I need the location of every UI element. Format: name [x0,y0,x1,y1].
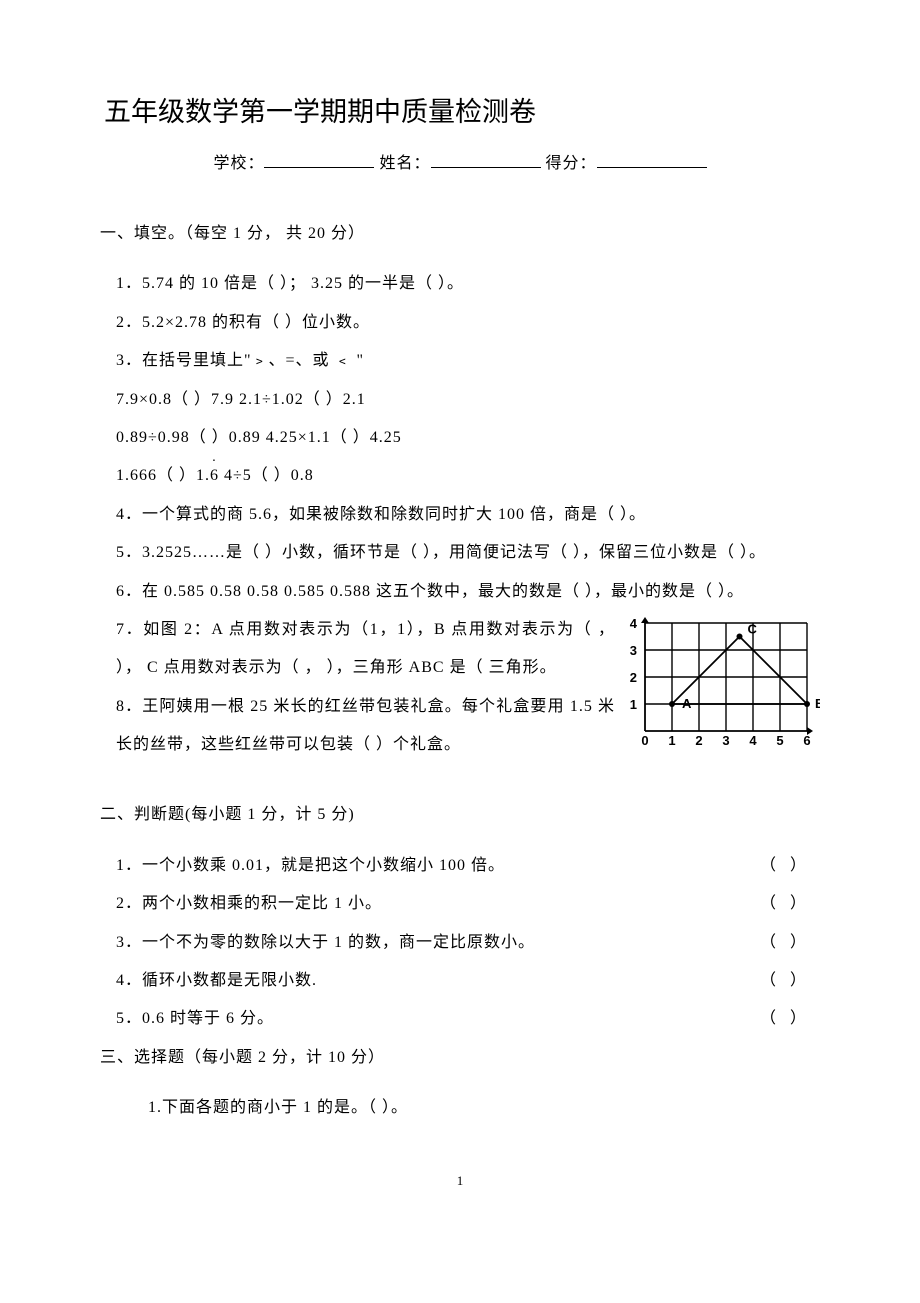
name-blank [431,150,541,168]
svg-text:5: 5 [776,733,783,748]
q1-7-wrapper: 7．如图 2：A 点用数对表示为（1，1），B 点用数对表示为（ ， ）， C … [100,611,820,765]
q2-1-text: 1．一个小数乘 0.01，就是把这个小数缩小 100 倍。 [116,847,505,885]
q2-4-paren: （） [690,962,820,1000]
q2-3-text: 3．一个不为零的数除以大于 1 的数，商一定比原数小。 [116,924,535,962]
svg-text:4: 4 [749,733,757,748]
q3-1: 1.下面各题的商小于 1 的是。（ ）。 [100,1089,820,1127]
q2-2-paren: （） [690,885,820,923]
q1-3b: 0.89÷0.98（ ）0.89 4.25×1.1（ ）4.25 [100,419,820,457]
svg-text:1: 1 [630,697,637,712]
section-2-header: 二、判断题(每小题 1 分，计 5 分) [100,796,820,834]
spacer [100,764,820,796]
q2-5-text: 5．0.6 时等于 6 分。 [116,1000,274,1038]
school-blank [264,150,374,168]
q1-4: 4．一个算式的商 5.6，如果被除数和除数同时扩大 100 倍，商是（ ）。 [100,496,820,534]
q1-3: 3．在括号里填上"﹥、=、或 ﹤ " [100,342,820,380]
q1-5: 5．3.2525……是（ ）小数，循环节是（ ），用简便记法写（ ），保留三位小… [100,534,820,572]
coordinate-figure: A B C 0 1 2 3 4 5 6 1 2 3 4 [625,611,820,756]
svg-text:3: 3 [722,733,729,748]
school-label: 学校： [213,155,264,172]
svg-text:2: 2 [630,670,637,685]
q2-3-paren: （） [690,924,820,962]
svg-text:4: 4 [630,616,638,631]
q1-6: 6．在 0.585 0.58 0.58 0.585 0.588 这五个数中，最大… [100,573,820,611]
q2-4-text: 4．循环小数都是无限小数. [116,962,317,1000]
q1-1: 1．5.74 的 10 倍是（ ）； 3.25 的一半是（ ）。 [100,265,820,303]
svg-text:6: 6 [803,733,810,748]
student-info-line: 学校： 姓名： 得分： [100,149,820,173]
coordinate-grid-svg: A B C 0 1 2 3 4 5 6 1 2 3 4 [625,611,820,751]
q2-1-paren: （） [690,847,820,885]
name-label: 姓名： [379,155,430,172]
q2-2-text: 2．两个小数相乘的积一定比 1 小。 [116,885,382,923]
svg-text:2: 2 [695,733,702,748]
q1-3a: 7.9×0.8（ ）7.9 2.1÷1.02（ ）2.1 [100,381,820,419]
q2-5: 5．0.6 时等于 6 分。 （） [100,1000,820,1038]
section-3-header: 三、选择题（每小题 2 分，计 10 分） [100,1039,820,1077]
q2-2: 2．两个小数相乘的积一定比 1 小。 （） [100,885,820,923]
q1-2: 2．5.2×2.78 的积有（ ）位小数。 [100,304,820,342]
svg-text:B: B [815,696,820,711]
q1-3c: 1.666（ ）1.6 4÷5（ ）0.8 [100,457,820,495]
svg-text:A: A [682,696,692,711]
svg-text:1: 1 [668,733,675,748]
svg-text:C: C [748,621,758,636]
q2-1: 1．一个小数乘 0.01，就是把这个小数缩小 100 倍。 （） [100,847,820,885]
page-number: 1 [100,1173,820,1189]
q2-5-paren: （） [690,1000,820,1038]
svg-text:0: 0 [641,733,648,748]
q2-3: 3．一个不为零的数除以大于 1 的数，商一定比原数小。 （） [100,924,820,962]
q2-4: 4．循环小数都是无限小数. （） [100,962,820,1000]
svg-text:3: 3 [630,643,637,658]
score-blank [597,150,707,168]
page-title: 五年级数学第一学期期中质量检测卷 [100,90,820,129]
score-label: 得分： [546,155,597,172]
section-1-header: 一、填空。（每空 1 分， 共 20 分） [100,215,820,253]
